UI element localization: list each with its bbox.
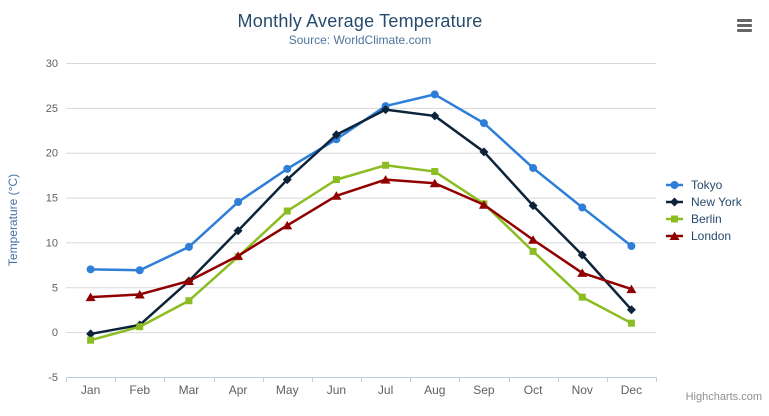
- series-marker-london-sep[interactable]: [478, 200, 489, 209]
- series-line-tokyo: [89, 93, 633, 272]
- legend-item-london[interactable]: London: [666, 228, 742, 244]
- legend-label: New York: [691, 195, 742, 209]
- chart-context-menu-button[interactable]: [732, 14, 756, 36]
- series-marker-london-feb[interactable]: [134, 289, 145, 299]
- chart-legend: Tokyo New York Berlin London: [666, 177, 742, 245]
- y-axis-tick-label: -5: [48, 372, 58, 384]
- y-axis-tick-label: 0: [52, 327, 58, 339]
- series-marker-berlin-aug[interactable]: [431, 168, 439, 176]
- series-marker-london-jul[interactable]: [380, 175, 391, 184]
- series-marker-tokyo-oct[interactable]: [529, 163, 538, 172]
- legend-symbol-berlin: [671, 215, 678, 223]
- legend-item-tokyo[interactable]: Tokyo: [666, 177, 742, 193]
- series-marker-new-york-apr[interactable]: [233, 226, 243, 236]
- series-marker-new-york-sep[interactable]: [479, 147, 489, 157]
- series-marker-berlin-jun[interactable]: [332, 176, 340, 184]
- chart-title: Monthly Average Temperature: [237, 11, 483, 31]
- series-marker-berlin-dec[interactable]: [627, 319, 635, 327]
- series-marker-berlin-mar[interactable]: [185, 297, 193, 305]
- legend-item-berlin[interactable]: Berlin: [666, 211, 742, 227]
- y-axis-tick-label: 20: [46, 148, 58, 160]
- series-marker-london-jun[interactable]: [331, 191, 342, 200]
- x-axis-tick-label: Feb: [129, 383, 150, 397]
- series-marker-berlin-may[interactable]: [283, 207, 291, 215]
- x-axis-tick-label: Mar: [179, 383, 200, 397]
- series-marker-berlin-jan[interactable]: [87, 336, 95, 344]
- series-marker-berlin-oct[interactable]: [529, 247, 537, 255]
- series-marker-tokyo-apr[interactable]: [234, 198, 243, 207]
- legend-symbol-new-york: [670, 197, 679, 207]
- hamburger-icon: [736, 18, 752, 22]
- legend-symbol-tokyo: [670, 181, 679, 189]
- legend-label: London: [691, 229, 732, 243]
- series-marker-tokyo-dec[interactable]: [627, 242, 636, 251]
- series-marker-new-york-jun[interactable]: [331, 130, 341, 140]
- legend-label: Tokyo: [691, 178, 723, 192]
- series-marker-new-york-nov[interactable]: [577, 250, 587, 260]
- legend-symbol-london: [669, 231, 680, 240]
- legend-item-new-york[interactable]: New York: [666, 194, 742, 210]
- y-axis-tick-label: 15: [46, 193, 58, 205]
- y-axis-tick-label: 10: [46, 237, 58, 249]
- series-marker-tokyo-nov[interactable]: [578, 203, 587, 212]
- series-marker-tokyo-jan[interactable]: [86, 265, 95, 274]
- series-marker-london-mar[interactable]: [183, 276, 194, 286]
- series-marker-new-york-dec[interactable]: [626, 305, 636, 315]
- series-marker-new-york-may[interactable]: [282, 175, 292, 185]
- x-axis-tick-label: Sep: [473, 383, 495, 397]
- series-marker-new-york-jul[interactable]: [381, 105, 391, 115]
- hamburger-icon: [736, 28, 752, 32]
- y-axis-tick-label: 5: [52, 282, 58, 294]
- series-marker-tokyo-feb[interactable]: [135, 266, 144, 275]
- series-marker-london-oct[interactable]: [528, 235, 539, 244]
- series-marker-tokyo-may[interactable]: [283, 164, 292, 173]
- y-axis-tick-label: 30: [46, 58, 58, 70]
- series-marker-tokyo-sep[interactable]: [479, 119, 488, 128]
- legend-marker-london: [666, 231, 683, 240]
- x-axis-tick-label: Aug: [424, 383, 445, 397]
- x-axis-tick-label: Jun: [327, 383, 346, 397]
- series-marker-london-dec[interactable]: [626, 284, 637, 294]
- y-axis-tick-label: 25: [46, 103, 58, 115]
- series-line-new-york: [89, 108, 633, 336]
- series-line-london: [89, 178, 633, 299]
- series-line-berlin: [89, 164, 633, 342]
- legend-marker-berlin: [666, 215, 683, 223]
- legend-marker-tokyo: [666, 181, 683, 189]
- y-axis-title: Temperature (°C): [6, 173, 20, 267]
- x-axis-tick-label: Dec: [621, 383, 642, 397]
- series-marker-london-jan[interactable]: [85, 292, 96, 302]
- x-axis-tick-label: May: [276, 383, 299, 397]
- x-axis-tick-label: Oct: [524, 383, 543, 397]
- series-marker-berlin-jul[interactable]: [382, 161, 390, 169]
- hamburger-icon: [736, 23, 752, 27]
- series-marker-london-apr[interactable]: [233, 251, 244, 260]
- legend-label: Berlin: [691, 212, 722, 226]
- x-axis-tick-label: Jul: [378, 383, 393, 397]
- series-marker-tokyo-mar[interactable]: [184, 242, 193, 251]
- series-marker-tokyo-aug[interactable]: [430, 90, 439, 99]
- x-axis-tick-label: Nov: [572, 383, 593, 397]
- series-marker-berlin-nov[interactable]: [578, 293, 586, 301]
- legend-marker-new-york: [666, 197, 683, 207]
- series-marker-berlin-feb[interactable]: [136, 323, 144, 331]
- x-axis-tick-label: Jan: [81, 383, 100, 397]
- series-marker-new-york-oct[interactable]: [528, 201, 538, 211]
- series-marker-new-york-aug[interactable]: [430, 111, 440, 121]
- chart-subtitle: Source: WorldClimate.com: [288, 33, 432, 47]
- highcharts-credits-link[interactable]: Highcharts.com: [685, 391, 762, 403]
- x-axis-tick-label: Apr: [229, 383, 248, 397]
- series-marker-london-aug[interactable]: [429, 178, 440, 188]
- series-marker-london-may[interactable]: [282, 220, 293, 230]
- series-marker-london-nov[interactable]: [577, 268, 588, 277]
- series-marker-new-york-jan[interactable]: [86, 329, 96, 339]
